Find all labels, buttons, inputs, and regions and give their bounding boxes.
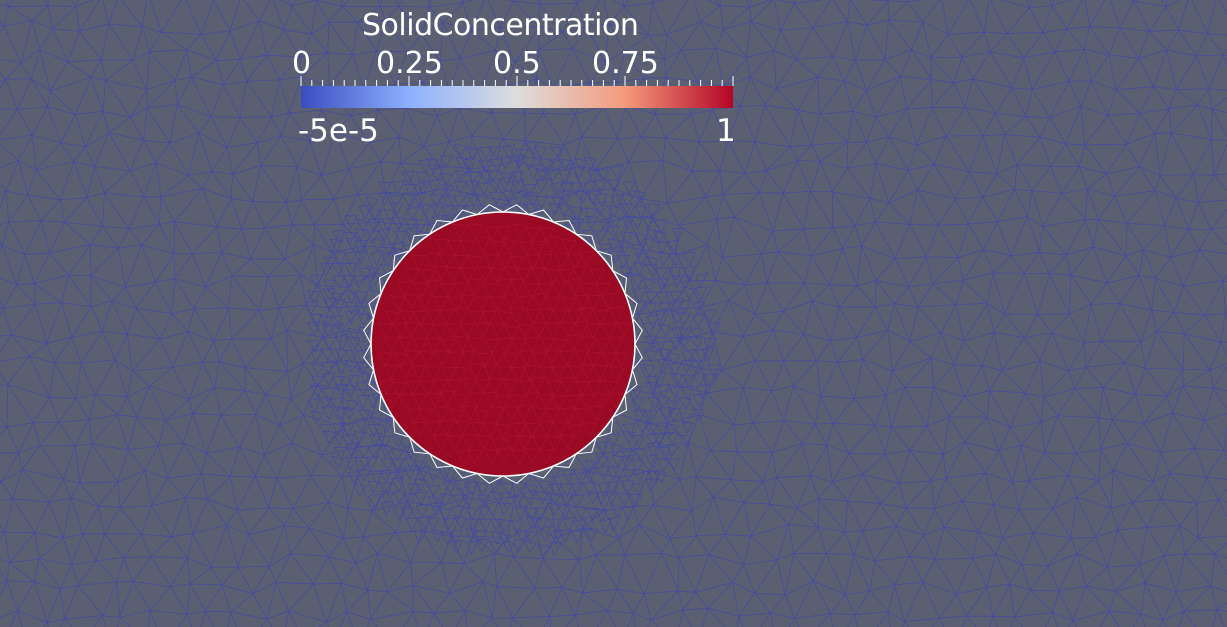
solid-mesh-edges [377,223,632,466]
solid-particle [371,212,635,476]
solid-fluid-interface [363,204,643,484]
solid-disk [371,212,635,476]
interface-circle [370,211,636,477]
